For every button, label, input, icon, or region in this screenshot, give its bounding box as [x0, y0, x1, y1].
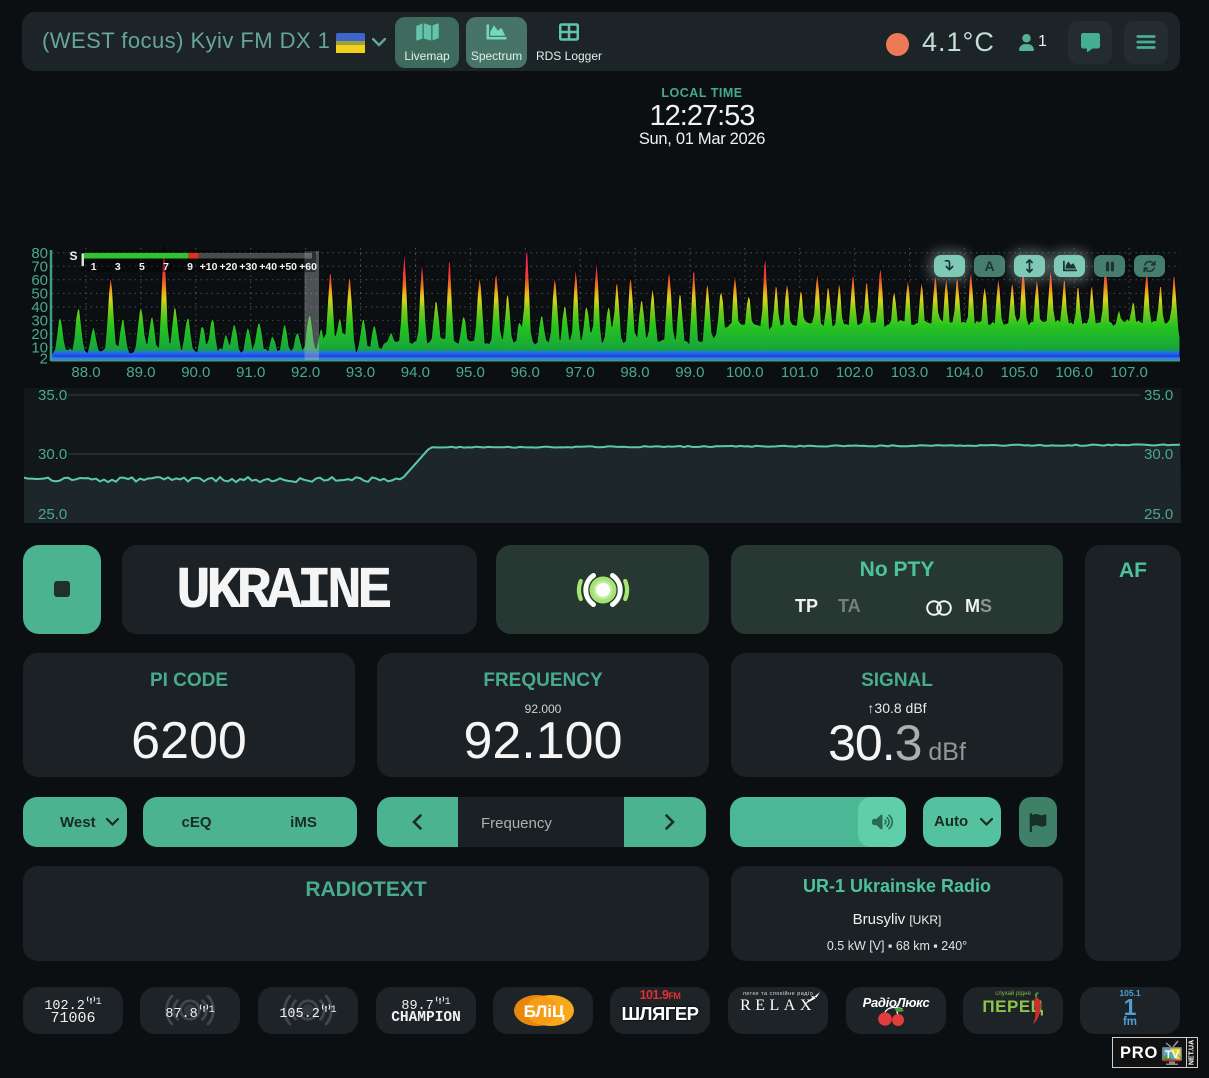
svg-text:+30: +30	[239, 261, 257, 273]
svg-text:95.0: 95.0	[456, 364, 485, 381]
svg-text:101.0: 101.0	[781, 364, 819, 381]
svg-text:93.0: 93.0	[346, 364, 375, 381]
svg-text:30.0: 30.0	[1144, 446, 1173, 463]
svg-text:10: 10	[31, 340, 48, 357]
svg-text:+60: +60	[299, 261, 317, 273]
svg-text:104.0: 104.0	[946, 364, 984, 381]
svg-text:30: 30	[31, 312, 48, 329]
svg-text:20: 20	[31, 326, 48, 343]
svg-text:92.0: 92.0	[291, 364, 320, 381]
svg-text:35.0: 35.0	[1144, 387, 1173, 404]
svg-text:25.0: 25.0	[38, 506, 67, 523]
svg-text:35.0: 35.0	[38, 387, 67, 404]
svg-text:91.0: 91.0	[236, 364, 265, 381]
svg-text:100.0: 100.0	[726, 364, 764, 381]
svg-text:90.0: 90.0	[181, 364, 210, 381]
svg-text:60: 60	[31, 272, 48, 289]
svg-text:97.0: 97.0	[565, 364, 594, 381]
svg-text:9: 9	[187, 261, 193, 273]
svg-text:25.0: 25.0	[1144, 506, 1173, 523]
svg-text:50: 50	[31, 285, 48, 302]
svg-text:1: 1	[91, 261, 97, 273]
svg-text:94.0: 94.0	[401, 364, 430, 381]
svg-text:5: 5	[139, 261, 145, 273]
svg-text:S: S	[69, 249, 77, 263]
svg-text:105.0: 105.0	[1001, 364, 1039, 381]
svg-text:70: 70	[31, 258, 48, 275]
svg-text:+50: +50	[279, 261, 297, 273]
svg-text:80: 80	[31, 245, 48, 262]
svg-text:106.0: 106.0	[1055, 364, 1093, 381]
svg-text:TV: TV	[1165, 1049, 1180, 1061]
svg-text:+40: +40	[259, 261, 277, 273]
svg-text:+20: +20	[219, 261, 237, 273]
svg-text:99.0: 99.0	[675, 364, 704, 381]
svg-text:107.0: 107.0	[1110, 364, 1148, 381]
svg-text:96.0: 96.0	[511, 364, 540, 381]
svg-text:40: 40	[31, 299, 48, 316]
svg-text:+10: +10	[200, 261, 218, 273]
svg-text:103.0: 103.0	[891, 364, 929, 381]
svg-text:2: 2	[40, 350, 48, 367]
svg-text:102.0: 102.0	[836, 364, 874, 381]
svg-text:7: 7	[163, 261, 169, 273]
svg-text:98.0: 98.0	[620, 364, 649, 381]
svg-text:88.0: 88.0	[71, 364, 100, 381]
svg-text:89.0: 89.0	[126, 364, 155, 381]
svg-text:30.0: 30.0	[38, 446, 67, 463]
svg-text:БЛіЦ: БЛіЦ	[524, 1002, 565, 1021]
svg-text:3: 3	[115, 261, 121, 273]
